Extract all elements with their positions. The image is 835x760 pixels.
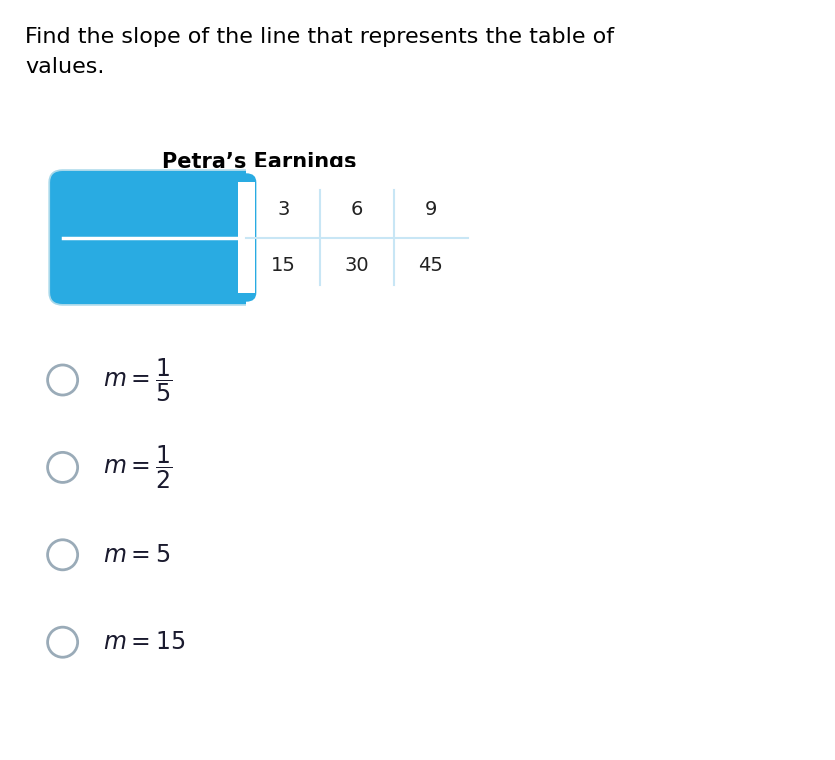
FancyBboxPatch shape: [53, 173, 256, 302]
Text: $m = \dfrac{1}{5}$: $m = \dfrac{1}{5}$: [103, 356, 172, 404]
Text: 45: 45: [418, 255, 443, 274]
Text: Hours: Hours: [75, 201, 140, 220]
Text: Find the slope of the line that represents the table of: Find the slope of the line that represen…: [25, 27, 615, 46]
FancyBboxPatch shape: [50, 171, 480, 304]
Text: $m = 5$: $m = 5$: [103, 543, 170, 567]
Text: $m = \dfrac{1}{2}$: $m = \dfrac{1}{2}$: [103, 444, 172, 491]
Bar: [238, 182, 255, 293]
Text: values.: values.: [25, 57, 104, 77]
Text: Earnings ($): Earnings ($): [75, 255, 209, 274]
Text: 15: 15: [271, 255, 296, 274]
Text: 3: 3: [277, 201, 290, 220]
Text: 30: 30: [345, 255, 369, 274]
Text: Petra’s Earnings: Petra’s Earnings: [162, 152, 356, 172]
Bar: [246, 167, 509, 308]
Text: 9: 9: [424, 201, 437, 220]
Text: $m = 15$: $m = 15$: [103, 630, 185, 654]
Text: 6: 6: [351, 201, 363, 220]
FancyBboxPatch shape: [50, 171, 259, 304]
Bar: [67, 182, 246, 293]
